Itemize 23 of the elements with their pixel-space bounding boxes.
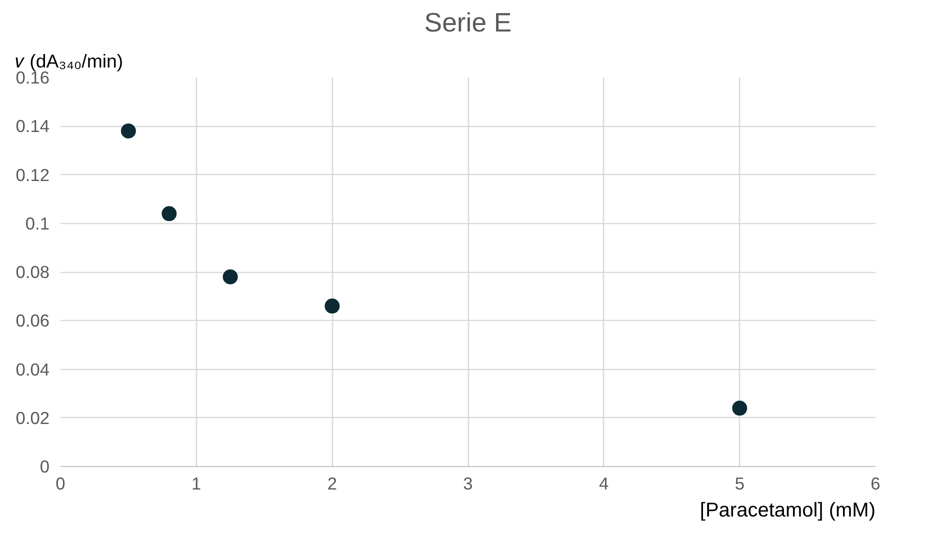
y-tick-label: 0.06 (16, 310, 50, 331)
y-tick-label: 0.02 (16, 408, 50, 428)
x-tick-label: 1 (192, 474, 202, 494)
x-tick-label: 2 (327, 474, 337, 494)
x-tick-label: 6 (870, 474, 880, 494)
x-tick-label: 4 (599, 474, 610, 494)
y-tick-label: 0.12 (16, 164, 50, 185)
x-axis-title: [Paracetamol] (mM) (700, 500, 876, 522)
x-tick-label: 0 (56, 474, 66, 494)
y-tick-label: 0.04 (16, 359, 50, 380)
point (732, 400, 748, 416)
y-tick-label: 0.08 (16, 262, 50, 282)
y-axis-title: 𝑣 (dA₃₄₀/min) (16, 50, 124, 72)
chart-title: Serie E (424, 8, 512, 38)
point (162, 206, 177, 222)
y-tick-label: 0 (40, 456, 50, 476)
point (120, 124, 136, 138)
y-tick-label: 0.1 (25, 213, 50, 234)
y-tick-label: 0.14 (16, 116, 50, 136)
point (324, 298, 340, 314)
x-tick-label: 5 (734, 474, 744, 494)
x-tick-label: 3 (463, 474, 473, 494)
point (222, 269, 238, 284)
